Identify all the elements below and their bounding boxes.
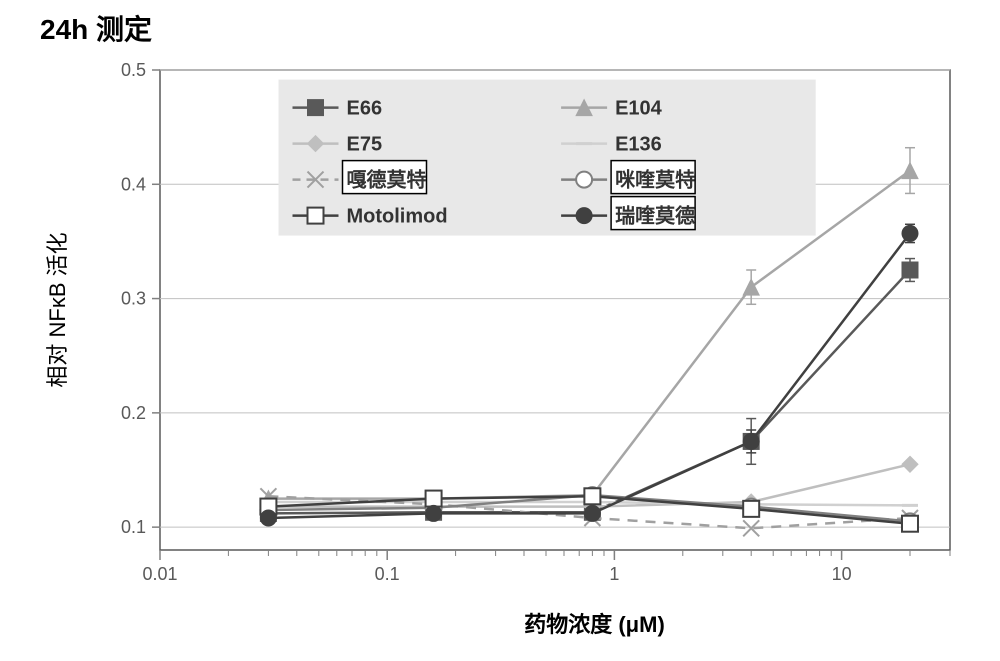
svg-text:E66: E66 bbox=[347, 98, 383, 120]
svg-text:10: 10 bbox=[832, 564, 852, 584]
svg-text:药物浓度 (μM): 药物浓度 (μM) bbox=[524, 612, 665, 637]
svg-text:0.01: 0.01 bbox=[142, 564, 177, 584]
svg-text:Motolimod: Motolimod bbox=[347, 206, 448, 228]
svg-text:0.1: 0.1 bbox=[121, 517, 146, 537]
legend: E66 E104 E75 E136 嘎德莫特 咪喹莫特 Motolimod 瑞喹莫德 bbox=[279, 80, 816, 236]
svg-text:瑞喹莫德: 瑞喹莫德 bbox=[615, 204, 695, 228]
chart-title: 24h 测定 bbox=[40, 8, 152, 48]
svg-text:0.4: 0.4 bbox=[121, 174, 146, 194]
svg-text:E104: E104 bbox=[615, 98, 663, 120]
svg-text:0.3: 0.3 bbox=[121, 289, 146, 309]
svg-text:0.1: 0.1 bbox=[375, 564, 400, 584]
svg-text:嘎德莫特: 嘎德莫特 bbox=[347, 168, 427, 192]
svg-text:0.5: 0.5 bbox=[121, 60, 146, 80]
chart-svg: 0.1 0.2 0.3 0.4 0.5 0.01 0.1 1 10 药物浓度 (μM) 相对 NFκ… bbox=[20, 50, 980, 650]
svg-text:E136: E136 bbox=[615, 134, 662, 156]
legend-item-moto: Motolimod bbox=[293, 206, 448, 228]
svg-text:0.2: 0.2 bbox=[121, 403, 146, 423]
svg-text:1: 1 bbox=[609, 564, 619, 584]
svg-text:E75: E75 bbox=[347, 134, 383, 156]
svg-text:相对 NFκB 活化: 相对 NFκB 活化 bbox=[45, 232, 70, 387]
svg-text:咪喹莫特: 咪喹莫特 bbox=[615, 168, 695, 192]
chart-container: 0.1 0.2 0.3 0.4 0.5 0.01 0.1 1 10 药物浓度 (μM) 相对 NFκ… bbox=[20, 50, 980, 650]
